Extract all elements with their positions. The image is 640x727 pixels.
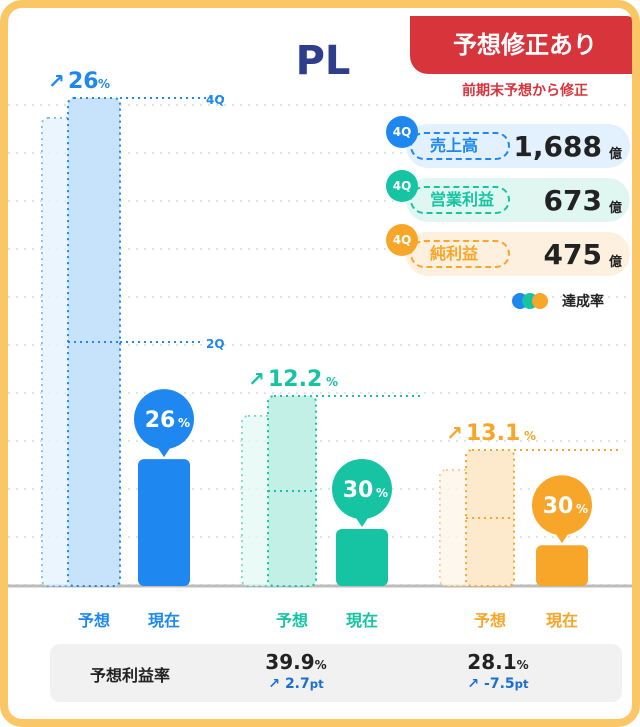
footer-label: 予想利益率 — [90, 666, 171, 685]
kpi-value: 673 — [543, 184, 602, 217]
category-label: 現在 — [346, 611, 378, 630]
footer-margin: 予想利益率 39.9% ↗ 2.7pt 28.1% ↗ -7.5pt — [50, 644, 622, 702]
quarter-badge: 4Q — [386, 224, 418, 256]
achievement-bubble — [332, 459, 392, 519]
kpi-unit: 億 — [608, 201, 622, 216]
achievement-value: 30 — [343, 478, 374, 503]
kpi-row: 営業利益 4Q 673 億 — [386, 170, 630, 222]
pl-chart: 26 %↗ 26 %予想 現在4Q2Q30 %↗ 12.2 %予想 現在30 %↗ 13.1 %予想現… — [8, 69, 632, 630]
legend-label: 達成率 — [562, 294, 604, 310]
footer-delta: 2.7 — [284, 676, 310, 692]
kpi-row: 純利益 4Q 475 億 — [386, 224, 630, 276]
actual-bar — [536, 545, 588, 586]
footer-value: 39.9 — [265, 650, 315, 674]
revision-unit: % — [524, 429, 536, 443]
category-label: 予想 — [276, 611, 308, 630]
revision-subtitle: 前期末予想から修正 — [462, 83, 588, 99]
achievement-bubble — [134, 389, 194, 450]
footer-delta-unit: pt — [309, 677, 324, 691]
q2-marker: 2Q — [206, 337, 225, 351]
kpi-name: 売上高 — [410, 132, 510, 160]
revision-unit: % — [98, 77, 110, 91]
footer-value: 28.1 — [467, 650, 517, 674]
achievement-value: 26 — [145, 408, 176, 433]
category-label: 予想 — [474, 611, 506, 630]
page-title: PL — [295, 38, 351, 84]
bubble-tail — [554, 531, 570, 544]
quarter-badge: 4Q — [386, 116, 418, 148]
bubble-tail — [156, 445, 172, 458]
footer-unit: % — [516, 658, 529, 672]
kpi-unit: 億 — [608, 147, 622, 162]
category-label: 現在 — [148, 611, 180, 630]
kpi-name: 純利益 — [410, 240, 510, 268]
achievement-unit: % — [178, 416, 190, 430]
q4-marker: 4Q — [206, 93, 225, 107]
kpi-value: 475 — [543, 238, 602, 271]
revision-arrow-icon: ↗ — [248, 367, 265, 391]
quarter-badge: 4Q — [386, 170, 418, 202]
kpi-row: 売上高 4Q 1,688 億 — [386, 116, 630, 168]
category-label: 予想 — [78, 611, 110, 630]
revision-value: 12.2 — [268, 367, 322, 392]
legend-dots-icon — [512, 293, 548, 309]
revision-value: 13.1 — [466, 421, 520, 446]
bubble-tail — [354, 515, 370, 527]
achievement-unit: % — [576, 502, 588, 516]
achievement-unit: % — [376, 486, 388, 500]
achievement-value: 30 — [543, 494, 574, 519]
footer-delta: -7.5 — [484, 676, 515, 692]
kpi-value: 1,688 — [513, 130, 602, 163]
revision-unit: % — [326, 375, 338, 389]
revision-arrow-icon: ↗ — [446, 421, 463, 445]
footer-delta-unit: pt — [514, 677, 529, 691]
kpi-name: 営業利益 — [410, 186, 510, 214]
footer-value-net: 28.1% ↗ -7.5pt — [467, 650, 529, 692]
footer-unit: % — [314, 658, 327, 672]
revision-value: 26 — [68, 69, 99, 94]
actual-bar — [336, 529, 388, 586]
footer-value-operating: 39.9% ↗ 2.7pt — [265, 650, 327, 692]
actual-bar — [138, 459, 190, 586]
kpi-unit: 億 — [608, 255, 622, 270]
revision-banner: 予想修正あり — [410, 16, 632, 74]
revision-arrow-icon: ↗ — [48, 69, 65, 93]
category-label: 現在 — [546, 611, 578, 630]
achievement-bubble — [532, 475, 592, 536]
